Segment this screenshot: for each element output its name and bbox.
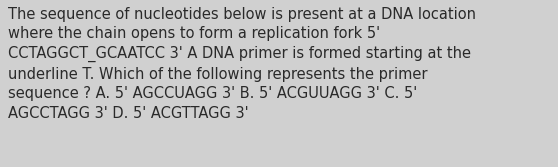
Text: The sequence of nucleotides below is present at a DNA location
where the chain o: The sequence of nucleotides below is pre…	[8, 7, 477, 121]
